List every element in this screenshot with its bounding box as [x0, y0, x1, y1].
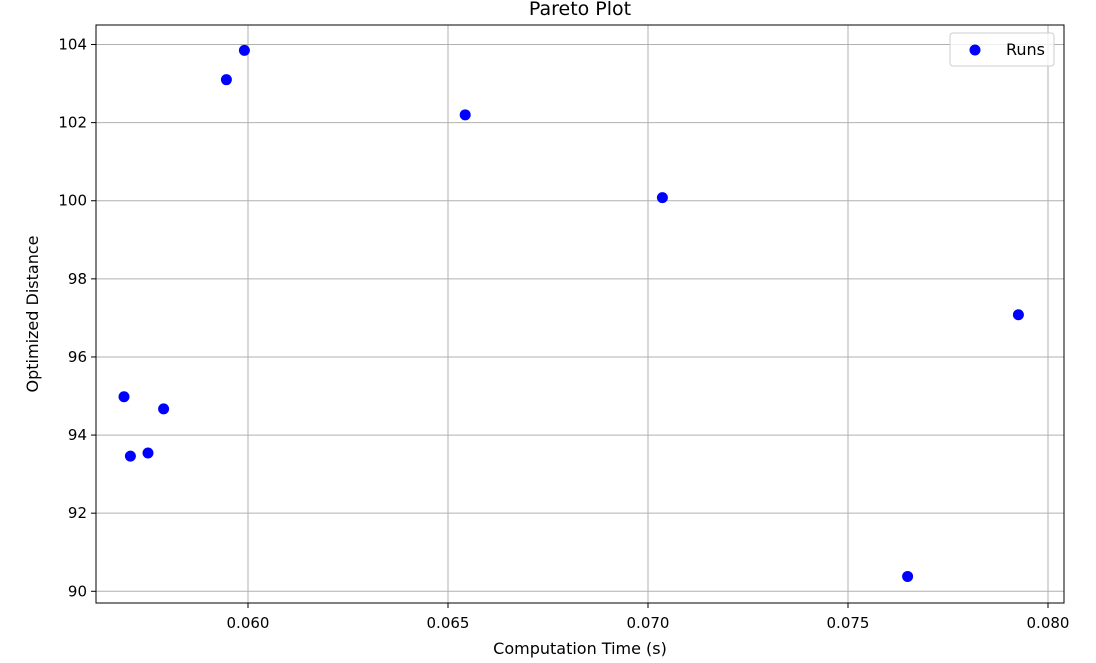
chart-title: Pareto Plot [529, 0, 631, 20]
data-point [124, 450, 136, 462]
x-axis-label: Computation Time (s) [493, 639, 667, 658]
legend-marker [969, 44, 981, 56]
data-point [902, 570, 914, 582]
x-tick-label: 0.070 [627, 614, 670, 632]
x-tick-label: 0.065 [427, 614, 470, 632]
x-tick-label: 0.080 [1027, 614, 1070, 632]
grid-layer [96, 25, 1064, 603]
x-tick-label: 0.060 [227, 614, 270, 632]
plot-frame [95, 24, 1065, 604]
data-point [220, 74, 232, 86]
data-point [158, 403, 170, 415]
y-tick-label: 94 [68, 426, 87, 444]
data-point [238, 44, 250, 56]
y-tick-label: 104 [58, 36, 87, 54]
x-tick-label: 0.075 [827, 614, 870, 632]
y-tick-label: 102 [58, 114, 87, 132]
data-point [459, 109, 471, 121]
y-tick-label: 96 [68, 348, 87, 366]
data-point [142, 447, 154, 459]
y-tick-label: 90 [68, 582, 87, 600]
ticks-layer: 0.060 0.065 0.070 0.075 0.080 90 92 94 96 98 100 10… [58, 36, 1069, 632]
y-tick-label: 98 [68, 270, 87, 288]
points-layer [118, 44, 1024, 582]
data-point [118, 391, 130, 403]
y-tick-label: 92 [68, 504, 87, 522]
legend: Runs [949, 32, 1055, 67]
legend-frame [949, 32, 1055, 67]
legend-label: Runs [1006, 40, 1045, 59]
data-point [656, 192, 668, 204]
data-point [1012, 309, 1024, 321]
y-axis-label: Optimized Distance [23, 236, 42, 393]
y-tick-label: 100 [58, 192, 87, 210]
